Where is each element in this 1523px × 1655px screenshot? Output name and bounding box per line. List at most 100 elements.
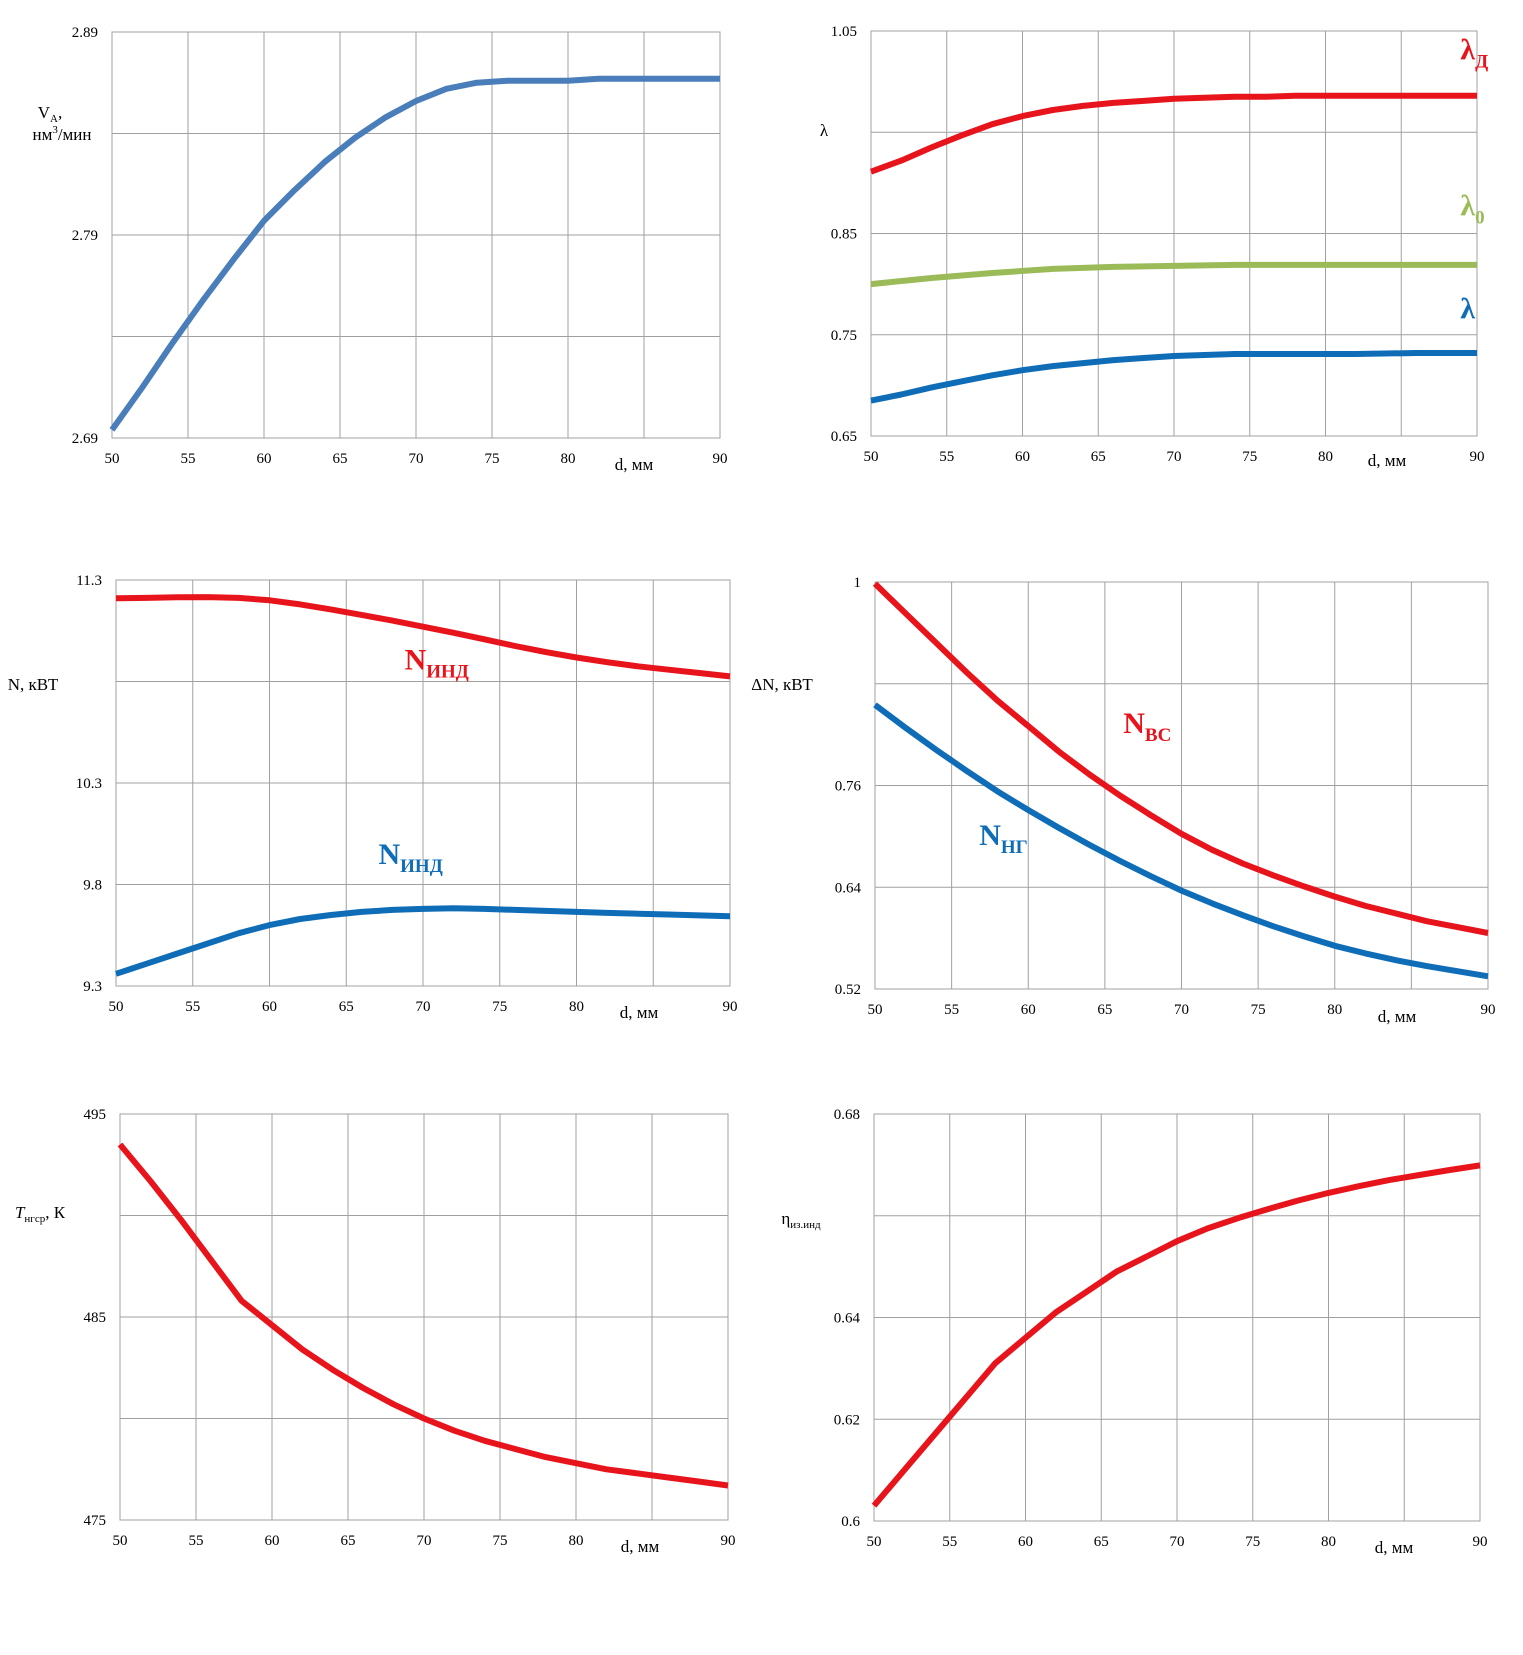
x-tick-label: 70	[416, 999, 431, 1015]
plot-frame	[870, 30, 1478, 437]
y-axis-label-subscript: A	[50, 113, 58, 125]
y-axis-label: Tнгср, К	[15, 1203, 66, 1225]
x-tick-label: 60	[1018, 1534, 1033, 1550]
plot-frame	[874, 581, 1489, 990]
y-tick-label: 2.89	[72, 25, 98, 41]
x-tick-label: 90	[713, 451, 728, 467]
series-line-red	[115, 594, 731, 680]
series-label-main: λ	[1460, 293, 1475, 326]
x-tick-label: 70	[417, 1533, 432, 1549]
x-tick-label: 50	[113, 1533, 128, 1549]
y-tick-label: 0.62	[834, 1412, 860, 1428]
x-tick-label: 65	[1094, 1534, 1109, 1550]
plot-frame	[119, 1113, 729, 1521]
y-axis-label-unit-tail: /мин	[58, 125, 92, 144]
series-line-red	[872, 581, 1489, 936]
series-label: NНГ	[979, 819, 1028, 858]
x-tick-label: 75	[492, 999, 507, 1015]
x-axis-label: d, мм	[615, 455, 654, 474]
x-tick-label: 50	[105, 451, 120, 467]
y-tick-label: 10.3	[76, 776, 102, 792]
chart-dn: 1 0.76 0.64 0.52 50 55 60 65 70 75 80 90 d, мм ΔN, кВ…	[751, 575, 1495, 1026]
x-axis-label: d, мм	[1378, 1007, 1417, 1026]
y-tick-label: 0.6	[841, 1514, 860, 1530]
x-tick-label: 90	[721, 1533, 736, 1549]
x-tick-label: 55	[939, 449, 954, 465]
y-tick-label: 495	[84, 1107, 107, 1123]
y-tick-label: 0.85	[831, 227, 857, 243]
chart-n: 11.3 10.3 9.8 9.3 50 55 60 65 70 75 80 90 d, мм N, кВ…	[8, 573, 738, 1022]
series-line-red	[871, 1162, 1481, 1508]
y-tick-label: 0.75	[831, 328, 857, 344]
x-axis-label: d, мм	[1375, 1538, 1414, 1557]
series-label-subscript: ИНД	[400, 856, 443, 877]
y-axis-label: N, кВТ	[8, 675, 59, 694]
y-tick-label: 475	[84, 1513, 107, 1529]
y-axis-label-unit: нм	[32, 125, 52, 144]
y-axis-label: ηиз.инд	[781, 1209, 821, 1231]
series-label-subscript: ВС	[1145, 725, 1171, 746]
x-axis-label: d, мм	[621, 1537, 660, 1556]
y-tick-label: 0.76	[835, 779, 862, 795]
series-label: NВС	[1123, 707, 1171, 746]
y-tick-label: 0.64	[835, 880, 862, 896]
x-tick-label: 60	[257, 451, 272, 467]
y-tick-label: 1.05	[831, 24, 857, 40]
series-line-blue	[873, 702, 1489, 980]
series-label-main: N	[1123, 707, 1145, 740]
x-tick-label: 65	[1097, 1002, 1112, 1018]
x-tick-label: 60	[265, 1533, 280, 1549]
y-tick-label: 0.64	[834, 1311, 861, 1327]
y-tick-label: 485	[84, 1310, 107, 1326]
x-tick-label: 60	[262, 999, 277, 1015]
chart-eta: 0.68 0.64 0.62 0.6 50 55 60 65 70 75 80 90 d, мм ηиз.…	[781, 1107, 1487, 1557]
x-tick-label: 60	[1015, 449, 1030, 465]
x-tick-label: 50	[864, 449, 879, 465]
series-label-main: N	[405, 643, 427, 676]
y-axis-label-subscript: из.инд	[790, 1219, 821, 1231]
chart-t: 495 485 475 50 55 60 65 70 75 80 90 d, мм Tнгср, К	[15, 1107, 736, 1556]
x-tick-label: 75	[1245, 1534, 1260, 1550]
series-line-steel_blue	[109, 75, 720, 432]
series-line-blue	[870, 350, 1477, 404]
x-tick-label: 80	[561, 451, 576, 467]
x-tick-label: 65	[341, 1533, 356, 1549]
series-label: λ0	[1460, 189, 1484, 228]
x-tick-label: 75	[493, 1533, 508, 1549]
x-tick-label: 80	[569, 999, 584, 1015]
y-axis-label-main: ΔN, кВТ	[751, 675, 813, 694]
x-tick-label: 55	[181, 451, 196, 467]
series-label-main: λ	[1460, 189, 1475, 222]
x-tick-label: 65	[1091, 449, 1106, 465]
series-label-subscript: Д	[1475, 51, 1488, 72]
series-line-blue	[115, 905, 731, 977]
series-label: λ	[1460, 293, 1475, 326]
series-label-subscript: ИНД	[426, 661, 469, 682]
x-tick-label: 70	[1167, 449, 1182, 465]
plot-frame	[115, 579, 731, 987]
y-tick-label: 0.52	[835, 982, 861, 998]
y-axis-label-main: T	[15, 1203, 26, 1222]
x-tick-label: 55	[189, 1533, 204, 1549]
y-axis-label-line2: нм3/мин	[32, 124, 91, 144]
y-axis-label-main: λ	[820, 121, 829, 140]
series-label: NИНД	[405, 643, 469, 682]
series-label: λД	[1460, 33, 1488, 72]
x-tick-label: 65	[333, 451, 348, 467]
x-tick-label: 75	[1242, 449, 1257, 465]
x-tick-label: 55	[944, 1002, 959, 1018]
series-label-subscript: НГ	[1001, 837, 1028, 858]
plot-frame	[111, 31, 721, 439]
x-tick-label: 80	[569, 1533, 584, 1549]
y-axis-label: λ	[820, 121, 829, 140]
x-tick-label: 70	[1174, 1002, 1189, 1018]
y-axis-label-superscript: 3	[52, 124, 58, 136]
x-tick-label: 70	[409, 451, 424, 467]
x-tick-label: 75	[485, 451, 500, 467]
y-axis-label-main: η	[781, 1209, 790, 1228]
y-tick-label: 2.69	[72, 431, 98, 447]
series-label-main: N	[378, 838, 400, 871]
y-tick-label: 0.68	[834, 1107, 860, 1123]
x-tick-label: 90	[1473, 1534, 1488, 1550]
